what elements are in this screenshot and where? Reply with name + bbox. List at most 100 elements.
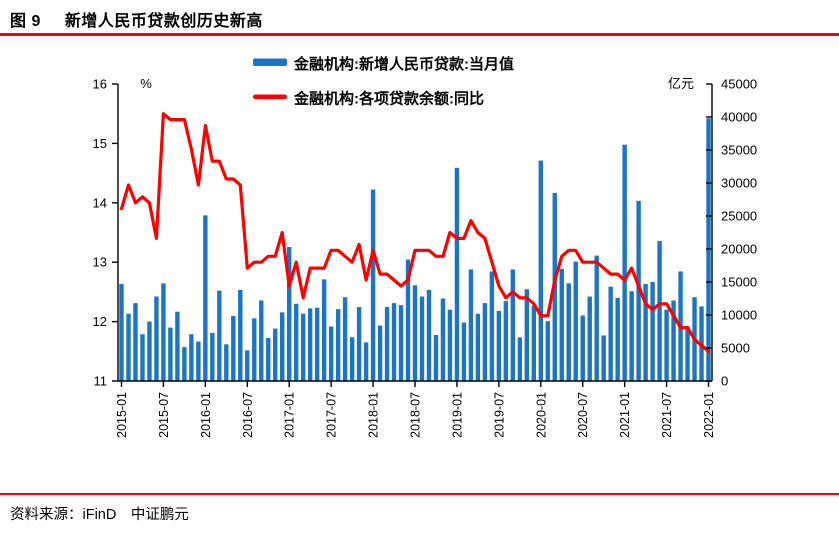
bar <box>608 286 613 381</box>
bar <box>454 167 460 381</box>
bar <box>328 326 334 381</box>
left-axis-ticks: 11 12 13 14 15 16 <box>93 77 118 389</box>
bar <box>475 313 481 381</box>
bar <box>482 303 488 381</box>
bar <box>510 269 516 381</box>
figure-title-row: 图 9 新增人民币贷款创历史新高 <box>10 7 263 31</box>
figure-title-text: 新增人民币贷款创历史新高 <box>64 13 263 30</box>
bar <box>203 215 208 381</box>
bar <box>426 289 432 381</box>
bar <box>335 309 341 381</box>
y-right-tick-label: 25000 <box>721 209 757 224</box>
top-divider-rule <box>0 33 839 36</box>
bar <box>168 327 173 381</box>
bar <box>287 247 292 381</box>
bar <box>566 283 571 381</box>
bar <box>259 300 264 381</box>
x-tick-label: 2020-07 <box>576 392 590 438</box>
bar <box>370 189 376 381</box>
bar <box>147 321 152 381</box>
bar <box>573 261 578 381</box>
x-tick-label: 2017-01 <box>283 392 297 438</box>
right-axis-ticks: 0 5000 10000 15000 20000 25000 30000 35000 40000… <box>706 77 757 389</box>
bar <box>601 335 606 381</box>
bar <box>307 308 313 381</box>
y-right-tick-label: 10000 <box>721 308 757 323</box>
x-tick-label: 2022-01 <box>702 392 716 438</box>
bar <box>280 312 285 381</box>
legend-line-label: 金融机构:各项贷款余额:同比 <box>293 90 484 108</box>
bar <box>231 315 236 381</box>
bar <box>643 283 648 381</box>
line-series-loan-balance-yoy <box>119 112 711 353</box>
bar <box>182 347 187 381</box>
y-right-tick-label: 15000 <box>721 275 757 290</box>
bar <box>252 318 257 381</box>
bar <box>524 289 530 381</box>
y-left-tick-label: 15 <box>93 136 107 151</box>
x-tick-label: 2020-01 <box>534 392 548 438</box>
bar <box>468 269 474 381</box>
bar <box>412 285 418 381</box>
bar <box>238 289 243 381</box>
bar <box>622 144 627 381</box>
legend-bar-label: 金融机构:新增人民币贷款:当月值 <box>293 55 514 73</box>
y-right-tick-label: 20000 <box>721 242 757 257</box>
bar <box>531 305 536 381</box>
bar <box>154 296 159 381</box>
bar <box>685 326 690 381</box>
bar <box>196 341 201 381</box>
bar <box>664 309 669 381</box>
bar <box>356 307 362 381</box>
percent-unit-label: % <box>140 76 152 91</box>
x-tick-label: 2015-01 <box>115 392 129 438</box>
x-tick-label: 2021-07 <box>660 392 674 438</box>
bar <box>349 337 355 381</box>
y-left-tick-label: 16 <box>93 77 107 92</box>
y-left-tick-label: 13 <box>93 255 107 270</box>
bar <box>559 268 564 381</box>
x-tick-label: 2015-07 <box>157 392 171 438</box>
bar <box>314 307 320 381</box>
bar <box>224 344 229 381</box>
bar <box>461 322 467 381</box>
bar <box>489 271 495 381</box>
x-tick-label: 2017-07 <box>325 392 339 438</box>
bar <box>321 279 327 381</box>
yuan-unit-label: 亿元 <box>668 76 694 91</box>
bar <box>636 200 641 381</box>
bar <box>433 335 439 381</box>
bar <box>419 296 425 381</box>
bar <box>175 311 180 381</box>
bar <box>342 297 348 381</box>
figure-number-label: 图 9 <box>10 13 41 30</box>
bar <box>580 315 585 381</box>
bar <box>496 311 502 381</box>
x-tick-label: 2019-07 <box>492 392 506 438</box>
bar <box>391 303 397 381</box>
bar <box>161 283 166 381</box>
bar <box>217 290 222 381</box>
bar <box>503 301 509 381</box>
x-tick-label: 2021-01 <box>618 392 632 438</box>
bar <box>140 334 145 381</box>
bar <box>629 291 634 381</box>
bar <box>384 307 390 381</box>
bar <box>545 321 550 381</box>
bar <box>440 298 446 381</box>
bar <box>447 309 453 381</box>
y-right-tick-label: 0 <box>721 374 728 389</box>
bar <box>266 338 271 381</box>
bar <box>671 300 676 381</box>
x-tick-label: 2018-01 <box>367 392 381 438</box>
y-right-tick-label: 40000 <box>721 110 757 125</box>
y-right-tick-label: 35000 <box>721 143 757 158</box>
bar <box>538 160 543 381</box>
bar <box>517 337 523 381</box>
bar <box>650 282 655 381</box>
legend-line-swatch <box>253 94 287 99</box>
bar <box>210 333 215 381</box>
bar <box>119 283 124 381</box>
